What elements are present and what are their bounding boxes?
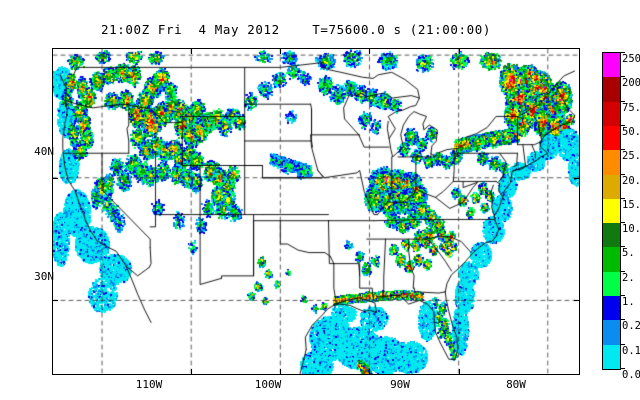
colorbar-tick-10 xyxy=(620,295,625,297)
x-tick xyxy=(459,369,460,374)
x-tick xyxy=(191,369,192,374)
colorbar-label-3: 50. xyxy=(622,125,640,138)
colorbar-label-8: 5. xyxy=(622,247,635,260)
colorbar-band-9 xyxy=(603,271,620,297)
colorbar-tick-5 xyxy=(620,173,625,175)
y-tick xyxy=(53,178,58,179)
colorbar-tick-3 xyxy=(620,124,625,126)
colorbar-label-12: 0.10 xyxy=(622,344,640,357)
colorbar-band-4 xyxy=(603,150,620,175)
colorbar-label-0: 250. xyxy=(622,53,640,65)
colorbar-band-8 xyxy=(603,247,620,272)
x-tick-top xyxy=(369,49,370,54)
x-tick xyxy=(369,369,370,374)
colorbar-label-1: 200. xyxy=(622,77,640,90)
colorbar-tick-11 xyxy=(620,319,625,321)
figure-title: 21:00Z Fri 4 May 2012 T=75600.0 s (21:00… xyxy=(100,22,492,37)
colorbar-band-3 xyxy=(603,125,620,151)
colorbar-tick-6 xyxy=(620,197,625,199)
x-tick-top xyxy=(191,49,192,54)
colorbar-tick-2 xyxy=(620,100,625,102)
colorbar-label-7: 10. xyxy=(622,223,640,236)
y-tick xyxy=(53,300,58,301)
colorbar-label-4: 25. xyxy=(622,150,640,163)
x-axis-tick-label-2: 90W xyxy=(390,378,410,391)
colorbar-band-12 xyxy=(603,344,620,369)
y-axis-tick-label-0: 40N xyxy=(34,145,54,158)
x-tick-top xyxy=(459,49,460,54)
colorbar-tick-7 xyxy=(620,222,625,224)
colorbar-tick-12 xyxy=(620,343,625,345)
y-tick-right xyxy=(574,300,579,301)
colorbar-tick-0 xyxy=(620,52,625,53)
colorbar-band-2 xyxy=(603,101,620,126)
x-tick xyxy=(280,369,281,374)
y-tick-right xyxy=(574,178,579,179)
colorbar-tick-9 xyxy=(620,270,625,272)
colorbar-band-1 xyxy=(603,77,620,102)
colorbar-band-0 xyxy=(603,53,620,78)
x-tick-top xyxy=(280,49,281,54)
colorbar-band-6 xyxy=(603,198,620,224)
colorbar-band-11 xyxy=(603,320,620,345)
precipitation-map-canvas xyxy=(53,49,579,374)
map-plot-area xyxy=(52,48,580,375)
colorbar-label-9: 2. xyxy=(622,271,635,284)
y-axis-tick-label-1: 30N xyxy=(34,270,54,283)
colorbar-tick-1 xyxy=(620,76,625,78)
colorbar-band-5 xyxy=(603,174,620,199)
colorbar-band-7 xyxy=(603,223,620,248)
x-axis-tick-label-1: 100W xyxy=(254,378,282,391)
colorbar-label-11: 0.25 xyxy=(622,320,640,333)
colorbar-tick-8 xyxy=(620,246,625,248)
colorbar xyxy=(602,52,621,370)
colorbar-label-2: 75. xyxy=(622,101,640,114)
x-axis-tick-label-0: 110W xyxy=(135,378,163,391)
colorbar-label-6: 15. xyxy=(622,198,640,211)
colorbar-label-13: 0.01 xyxy=(622,369,640,381)
colorbar-label-10: 1. xyxy=(622,296,635,309)
colorbar-tick-13 xyxy=(620,368,625,369)
colorbar-band-10 xyxy=(603,296,620,321)
colorbar-label-5: 20. xyxy=(622,174,640,187)
colorbar-tick-4 xyxy=(620,149,625,151)
x-axis-tick-label-3: 80W xyxy=(506,378,526,391)
